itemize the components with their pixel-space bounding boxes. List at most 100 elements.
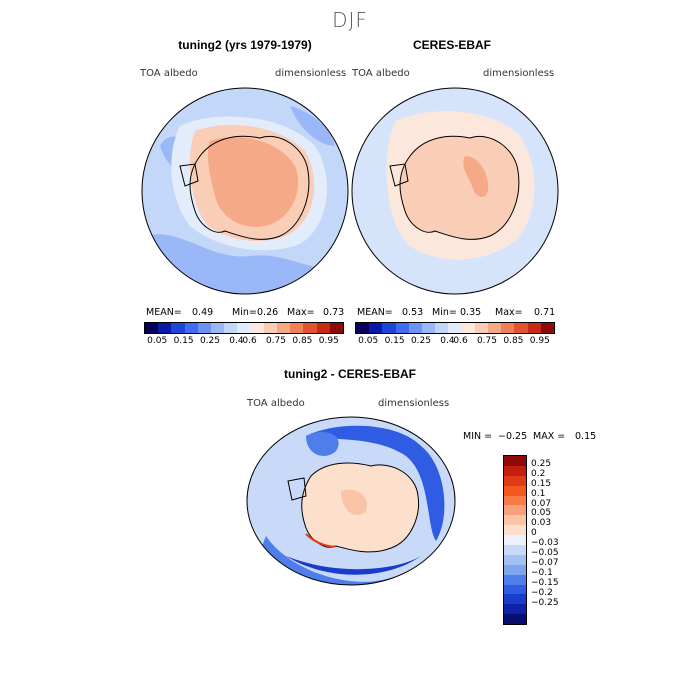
right-colorbar <box>355 322 555 334</box>
left-mean-label: MEAN= <box>146 307 182 318</box>
right-colorbar-swatch <box>461 323 475 333</box>
diff-colorbar-swatch <box>504 475 526 486</box>
left-mean-value: 0.49 <box>192 307 214 318</box>
diff-units-label: dimensionless <box>378 398 450 409</box>
left-panel-heading: tuning2 (yrs 1979-1979) <box>178 38 312 52</box>
diff-colorbar-swatch <box>504 554 526 565</box>
left-colorbar-swatch <box>171 323 185 333</box>
diff-colorbar-tick-label: 0.15 <box>531 478 552 489</box>
diff-map <box>246 416 456 586</box>
diff-colorbar-tick-label: 0.1 <box>531 488 546 499</box>
diff-colorbar-swatch <box>504 535 526 546</box>
diff-colorbar-swatch <box>504 515 526 526</box>
left-colorbar-swatch <box>303 323 317 333</box>
diff-colorbar-swatch <box>504 614 526 625</box>
diff-colorbar-tick-label: −0.2 <box>531 587 553 598</box>
left-colorbar-tick-label: 0.75 <box>265 336 287 346</box>
diff-colorbar-tick-label: −0.07 <box>531 557 559 568</box>
right-colorbar-labels: 0.05 0.15 0.25 0.4 0.6 0.75 0.85 0.95 <box>355 336 553 348</box>
left-colorbar-swatch <box>290 323 304 333</box>
right-colorbar-tick-label: 0.4 <box>440 336 455 346</box>
left-colorbar-tick-label: 0.95 <box>318 336 339 346</box>
diff-max-label: MAX = <box>533 431 566 442</box>
right-colorbar-swatch <box>408 323 423 333</box>
right-colorbar-swatch <box>395 323 409 333</box>
right-colorbar-swatch <box>488 323 502 333</box>
left-colorbar-swatch <box>329 323 344 333</box>
diff-min-label: MIN = <box>463 431 493 442</box>
right-units-label: dimensionless <box>483 68 555 79</box>
right-mean-value: 0.53 <box>402 307 424 318</box>
right-colorbar-swatch <box>527 323 541 333</box>
left-colorbar-swatch <box>197 323 212 333</box>
right-colorbar-swatch <box>369 323 383 333</box>
diff-panel-heading: tuning2 - CERES-EBAF <box>284 367 416 381</box>
left-max-value: 0.73 <box>323 307 345 318</box>
diff-colorbar-swatch <box>504 545 526 555</box>
right-colorbar-swatch <box>514 323 528 333</box>
diff-colorbar-swatch <box>504 584 526 595</box>
diff-colorbar-swatch <box>504 574 526 585</box>
left-max-label: Max= <box>287 307 315 318</box>
left-map <box>141 87 349 295</box>
diff-colorbar-tick-label: −0.1 <box>531 567 553 578</box>
right-variable-label: TOA albedo <box>352 68 410 79</box>
right-colorbar-swatch <box>422 323 436 333</box>
left-colorbar-tick-label: 0.4 <box>229 336 244 346</box>
left-colorbar-swatch <box>224 323 238 333</box>
diff-colorbar-tick-label: −0.15 <box>531 577 559 588</box>
diff-min-value: −0.25 <box>498 431 528 442</box>
right-colorbar-tick-label: 0.15 <box>384 336 405 346</box>
right-max-value: 0.71 <box>534 307 556 318</box>
right-colorbar-swatch <box>435 323 449 333</box>
left-colorbar-swatch <box>211 323 225 333</box>
diff-colorbar-tick-label: −0.05 <box>531 548 559 558</box>
diff-colorbar-tick-label: 0.07 <box>531 498 552 509</box>
right-colorbar-swatch <box>448 323 462 333</box>
right-min-value: 0.35 <box>460 307 482 318</box>
right-colorbar-swatch <box>501 323 515 333</box>
diff-colorbar-tick-label: 0.25 <box>531 458 552 469</box>
right-colorbar-swatch <box>474 323 489 333</box>
right-colorbar-swatch <box>356 323 370 333</box>
right-panel-heading: CERES-EBAF <box>412 38 491 52</box>
diff-colorbar-swatch <box>504 495 526 506</box>
diff-colorbar-tick-label: −0.25 <box>531 597 559 608</box>
left-colorbar-swatch <box>250 323 264 333</box>
diff-colorbar-swatch <box>504 465 526 476</box>
figure-title: DJF <box>332 8 368 32</box>
diff-colorbar-swatch <box>504 564 526 575</box>
left-variable-label: TOA albedo <box>140 68 198 79</box>
left-colorbar-swatch <box>145 323 159 333</box>
diff-colorbar-swatch <box>504 525 526 536</box>
right-colorbar-tick-label: 0.05 <box>358 336 379 346</box>
left-colorbar-swatch <box>237 323 251 333</box>
right-colorbar-tick-label: 0.95 <box>529 336 550 346</box>
left-colorbar <box>144 322 344 334</box>
diff-colorbar-swatch <box>504 604 526 615</box>
right-colorbar-tick-label: 0.85 <box>503 336 524 346</box>
right-colorbar-tick-label: 0.25 <box>410 336 432 346</box>
diff-colorbar-swatch <box>504 594 526 605</box>
right-colorbar-swatch <box>382 323 396 333</box>
left-colorbar-tick-label: 0.15 <box>173 336 194 346</box>
diff-colorbar-labels: 0.25 0.2 0.15 0.1 0.07 0.05 0.03 0 −0.03 −0.05 −0.… <box>531 455 591 625</box>
left-colorbar-swatch <box>263 323 278 333</box>
diff-colorbar-tick-label: 0.05 <box>531 508 552 519</box>
left-colorbar-tick-label: 0.6 <box>242 336 257 346</box>
left-colorbar-swatch <box>277 323 291 333</box>
right-map <box>351 87 559 295</box>
diff-colorbar-tick-label: 0.2 <box>531 468 546 479</box>
diff-colorbar <box>503 455 527 626</box>
right-colorbar-tick-label: 0.6 <box>453 336 468 346</box>
right-colorbar-tick-label: 0.75 <box>476 336 498 346</box>
left-colorbar-swatch <box>316 323 330 333</box>
left-colorbar-tick-label: 0.05 <box>147 336 168 346</box>
diff-colorbar-swatch <box>504 456 526 466</box>
diff-colorbar-tick-label: 0.03 <box>531 518 552 529</box>
diff-colorbar-swatch <box>504 505 526 516</box>
left-min-value: 0.26 <box>257 307 279 318</box>
right-min-label: Min= <box>432 307 457 318</box>
right-max-label: Max= <box>495 307 523 318</box>
left-colorbar-tick-label: 0.85 <box>292 336 313 346</box>
